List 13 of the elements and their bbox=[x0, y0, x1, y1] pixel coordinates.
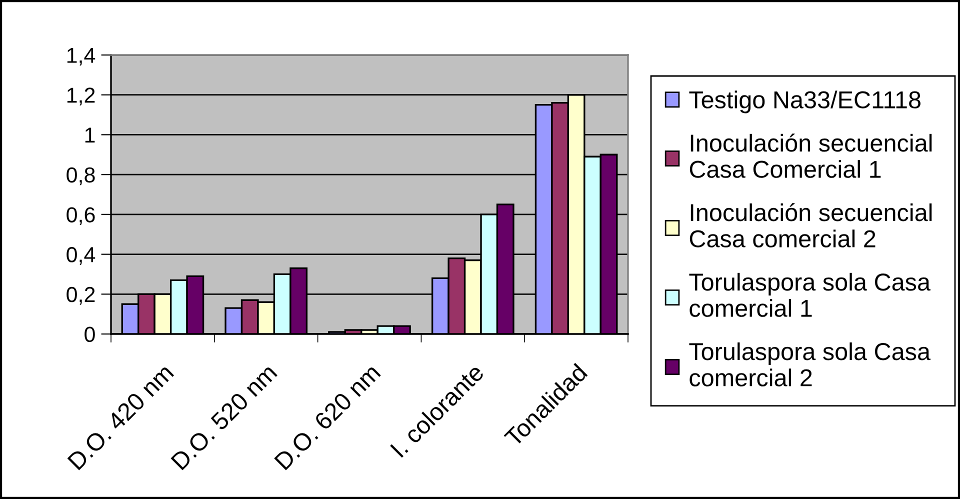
legend-label: Inoculación secuencial Casa Comercial 1 bbox=[690, 134, 932, 178]
y-tick-label: 1 bbox=[85, 128, 95, 143]
y-tick-label: 0,8 bbox=[66, 167, 95, 186]
y-tick-label: 1,2 bbox=[67, 88, 95, 106]
legend-label: Inoculación secuencial Casa comercial 2 bbox=[690, 203, 932, 248]
y-tick-label: 0,6 bbox=[66, 207, 95, 225]
legend-label: Torulaspora sola Casa comercial 2 bbox=[689, 342, 930, 386]
legend-label: Torulaspora sola Casa comercial 1 bbox=[689, 272, 930, 317]
y-tick-label: 0,2 bbox=[66, 286, 95, 305]
y-tick-label: 0,4 bbox=[66, 247, 96, 265]
legend-label: Testigo Na33/EC1118 bbox=[689, 90, 920, 114]
y-tick-label: 0 bbox=[84, 326, 95, 342]
y-tick-label: 1,4 bbox=[67, 48, 96, 66]
